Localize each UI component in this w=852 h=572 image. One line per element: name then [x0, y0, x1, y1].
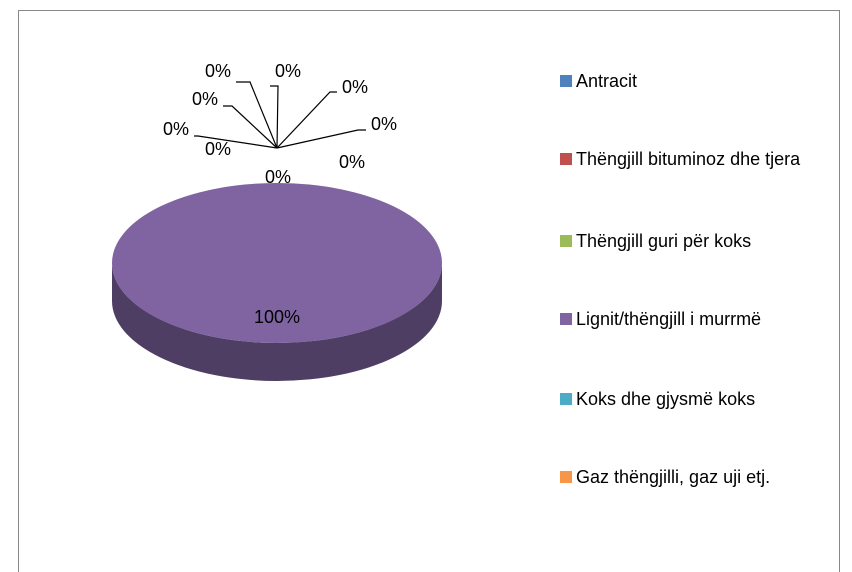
data-label: 0%	[371, 114, 397, 134]
legend-label: Thëngjill bituminoz dhe tjera	[576, 149, 801, 169]
data-label: 0%	[275, 61, 301, 81]
legend-entry: Antracit	[560, 68, 822, 95]
leader-line	[276, 91, 337, 149]
legend-swatch	[560, 235, 572, 247]
legend-label: Antracit	[576, 71, 638, 91]
leader-line	[194, 135, 278, 149]
data-label: 0%	[265, 167, 291, 187]
legend-entry: Lignit/thëngjill i murrmë	[560, 306, 822, 333]
pie-slice	[112, 183, 442, 381]
legend-swatch	[560, 471, 572, 483]
data-label: 0%	[192, 89, 218, 109]
legend-entry: Koks dhe gjysmë koks	[560, 386, 822, 413]
leader-line	[270, 85, 279, 149]
data-label: 0%	[205, 61, 231, 81]
legend-swatch	[560, 75, 572, 87]
legend-swatch	[560, 313, 572, 325]
legend-swatch	[560, 393, 572, 405]
legend-label: Koks dhe gjysmë koks	[576, 389, 756, 409]
slice-side	[112, 263, 442, 381]
data-label: 0%	[163, 119, 189, 139]
legend-entry: Thëngjill bituminoz dhe tjera	[560, 146, 822, 173]
leader-line	[276, 129, 366, 149]
slice-top	[112, 183, 442, 343]
leader-line	[223, 105, 278, 149]
data-label: 0%	[339, 152, 365, 172]
legend-entry: Gaz thëngjilli, gaz uji etj.	[560, 464, 822, 491]
legend-swatch	[560, 153, 572, 165]
legend-entry: Thëngjill guri për koks	[560, 228, 822, 255]
leader-line	[236, 81, 278, 149]
data-label: 0%	[342, 77, 368, 97]
legend-label: Lignit/thëngjill i murrmë	[576, 309, 762, 329]
data-label: 100%	[254, 307, 300, 327]
legend-label: Gaz thëngjilli, gaz uji etj.	[576, 467, 771, 487]
data-label: 0%	[205, 139, 231, 159]
legend-label: Thëngjill guri për koks	[576, 231, 752, 251]
